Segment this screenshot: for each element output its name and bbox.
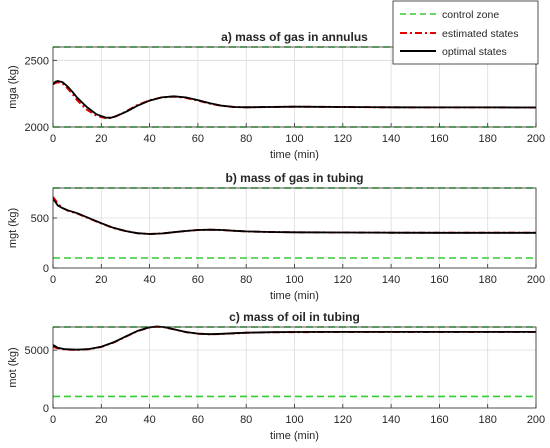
series-line-optimal-states xyxy=(53,325,536,351)
x-tick-label: 140 xyxy=(382,274,400,286)
x-tick-label: 180 xyxy=(479,133,497,145)
y-tick-label: 0 xyxy=(43,263,49,275)
x-tick-label: 100 xyxy=(285,274,303,286)
x-tick-label: 0 xyxy=(50,274,56,286)
x-tick-label: 180 xyxy=(479,414,497,426)
x-axis-label: time (min) xyxy=(270,290,319,302)
x-tick-label: 200 xyxy=(527,274,545,286)
x-tick-label: 120 xyxy=(334,274,352,286)
axes-box xyxy=(52,187,537,269)
legend-label-control-zone: control zone xyxy=(442,9,499,21)
x-tick-label: 60 xyxy=(192,133,204,145)
panel-2: 0 20 40 60 80 100 120 140 160 180 200 0 500 b) mass o… xyxy=(7,171,545,302)
x-tick-label: 80 xyxy=(240,274,252,286)
x-tick-label: 100 xyxy=(285,133,303,145)
y-axis-label: mot (kg) xyxy=(7,347,19,387)
panel-title: a) mass of gas in annulus xyxy=(221,30,368,44)
x-tick-label: 140 xyxy=(382,414,400,426)
x-tick-label: 200 xyxy=(527,133,545,145)
x-tick-label: 20 xyxy=(95,133,107,145)
panel-title: b) mass of gas in tubing xyxy=(225,171,363,185)
x-tick-label: 40 xyxy=(143,414,155,426)
x-tick-label: 100 xyxy=(285,414,303,426)
x-tick-label: 160 xyxy=(430,274,448,286)
x-tick-label: 60 xyxy=(192,274,204,286)
x-tick-label: 40 xyxy=(143,133,155,145)
y-axis-label: mgt (kg) xyxy=(7,208,19,248)
legend-label-estimated-states: estimated states xyxy=(442,28,518,40)
y-tick-label: 500 xyxy=(31,213,49,225)
y-tick-label: 5000 xyxy=(25,345,49,357)
y-axis-label: mga (kg) xyxy=(7,65,19,108)
axes-box xyxy=(52,326,537,409)
x-tick-label: 20 xyxy=(95,414,107,426)
x-tick-label: 180 xyxy=(479,274,497,286)
x-tick-label: 140 xyxy=(382,133,400,145)
series-line-optimal-states xyxy=(53,80,536,119)
panel-3: 0 20 40 60 80 100 120 140 160 180 200 0 5000 c) mass … xyxy=(7,310,545,442)
x-tick-label: 160 xyxy=(430,133,448,145)
x-tick-label: 200 xyxy=(527,414,545,426)
axes-box xyxy=(52,46,537,128)
x-tick-label: 80 xyxy=(240,414,252,426)
x-tick-label: 0 xyxy=(50,414,56,426)
x-tick-label: 20 xyxy=(95,274,107,286)
y-tick-label: 2000 xyxy=(25,122,49,134)
y-tick-label: 2500 xyxy=(25,55,49,67)
x-tick-label: 120 xyxy=(334,414,352,426)
x-tick-label: 80 xyxy=(240,133,252,145)
y-tick-label: 0 xyxy=(43,403,49,415)
x-tick-label: 40 xyxy=(143,274,155,286)
x-tick-label: 160 xyxy=(430,414,448,426)
x-axis-label: time (min) xyxy=(270,430,319,442)
x-tick-label: 60 xyxy=(192,414,204,426)
legend-label-optimal-states: optimal states xyxy=(442,46,507,58)
x-tick-label: 120 xyxy=(334,133,352,145)
x-axis-label: time (min) xyxy=(270,149,319,161)
legend: control zone estimated states optimal st… xyxy=(392,0,539,65)
panel-title: c) mass of oil in tubing xyxy=(229,310,360,324)
series-line-optimal-states xyxy=(53,198,536,235)
x-tick-label: 0 xyxy=(50,133,56,145)
